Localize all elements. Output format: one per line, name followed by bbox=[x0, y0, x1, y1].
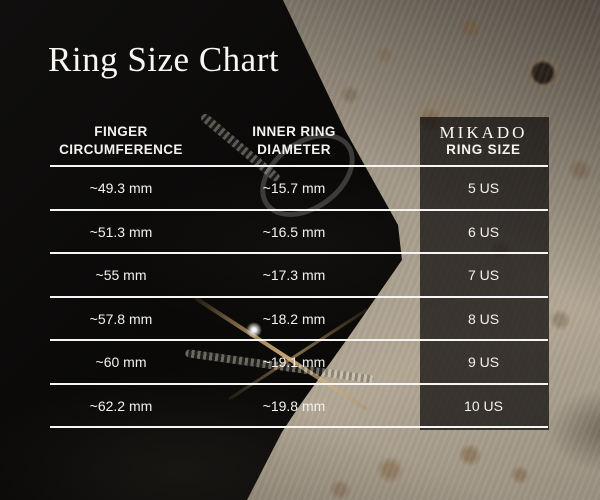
cell-diameter: ~19.8 mm bbox=[262, 398, 326, 414]
header-finger-line2: CIRCUMFERENCE bbox=[59, 142, 183, 157]
cell-ring-size: 7 US bbox=[467, 267, 500, 283]
table-row: ~51.3 mm ~16.5 mm 6 US bbox=[50, 211, 548, 253]
divider-line bbox=[50, 165, 548, 167]
cell-ring-size: 9 US bbox=[467, 354, 500, 370]
page-title: Ring Size Chart bbox=[48, 40, 280, 79]
ring-size-column-highlight bbox=[420, 117, 549, 430]
cell-circumference: ~49.3 mm bbox=[89, 180, 153, 196]
divider-line bbox=[50, 426, 548, 428]
header-mikado-ring-size: MIKADO RING SIZE bbox=[419, 122, 548, 159]
divider-line bbox=[50, 296, 548, 298]
header-inner-ring-diameter: INNER RING DIAMETER bbox=[192, 123, 396, 158]
table-header-row: FINGER CIRCUMFERENCE INNER RING DIAMETER… bbox=[50, 119, 548, 163]
table-row: ~57.8 mm ~18.2 mm 8 US bbox=[50, 298, 548, 340]
divider-line bbox=[50, 209, 548, 211]
header-finger-circumference: FINGER CIRCUMFERENCE bbox=[50, 123, 192, 158]
cell-circumference: ~55 mm bbox=[95, 267, 147, 283]
cell-circumference: ~60 mm bbox=[95, 354, 147, 370]
cell-diameter: ~16.5 mm bbox=[262, 224, 326, 240]
cell-diameter: ~18.2 mm bbox=[262, 311, 326, 327]
cell-circumference: ~57.8 mm bbox=[89, 311, 153, 327]
divider-line bbox=[50, 252, 548, 254]
cell-ring-size: 5 US bbox=[467, 180, 500, 196]
table-row: ~60 mm ~19.1 mm 9 US bbox=[50, 341, 548, 383]
divider-line bbox=[50, 339, 548, 341]
cell-diameter: ~17.3 mm bbox=[262, 267, 326, 283]
divider-line bbox=[50, 383, 548, 385]
header-finger-line1: FINGER bbox=[94, 124, 148, 140]
cell-ring-size: 6 US bbox=[467, 224, 500, 240]
header-ring-size-label: RING SIZE bbox=[446, 142, 521, 158]
cell-diameter: ~15.7 mm bbox=[262, 180, 326, 196]
table-row: ~62.2 mm ~19.8 mm 10 US bbox=[50, 385, 548, 427]
header-diameter-line1: INNER RING bbox=[252, 124, 336, 140]
cell-ring-size: 8 US bbox=[467, 311, 500, 327]
table-row: ~49.3 mm ~15.7 mm 5 US bbox=[50, 167, 548, 209]
cell-diameter: ~19.1 mm bbox=[262, 354, 326, 370]
cell-circumference: ~51.3 mm bbox=[89, 224, 153, 240]
table-row: ~55 mm ~17.3 mm 7 US bbox=[50, 254, 548, 296]
cell-ring-size: 10 US bbox=[464, 398, 503, 414]
header-diameter-line2: DIAMETER bbox=[257, 142, 331, 157]
brand-logo: MIKADO bbox=[439, 122, 528, 142]
cell-circumference: ~62.2 mm bbox=[89, 398, 153, 414]
